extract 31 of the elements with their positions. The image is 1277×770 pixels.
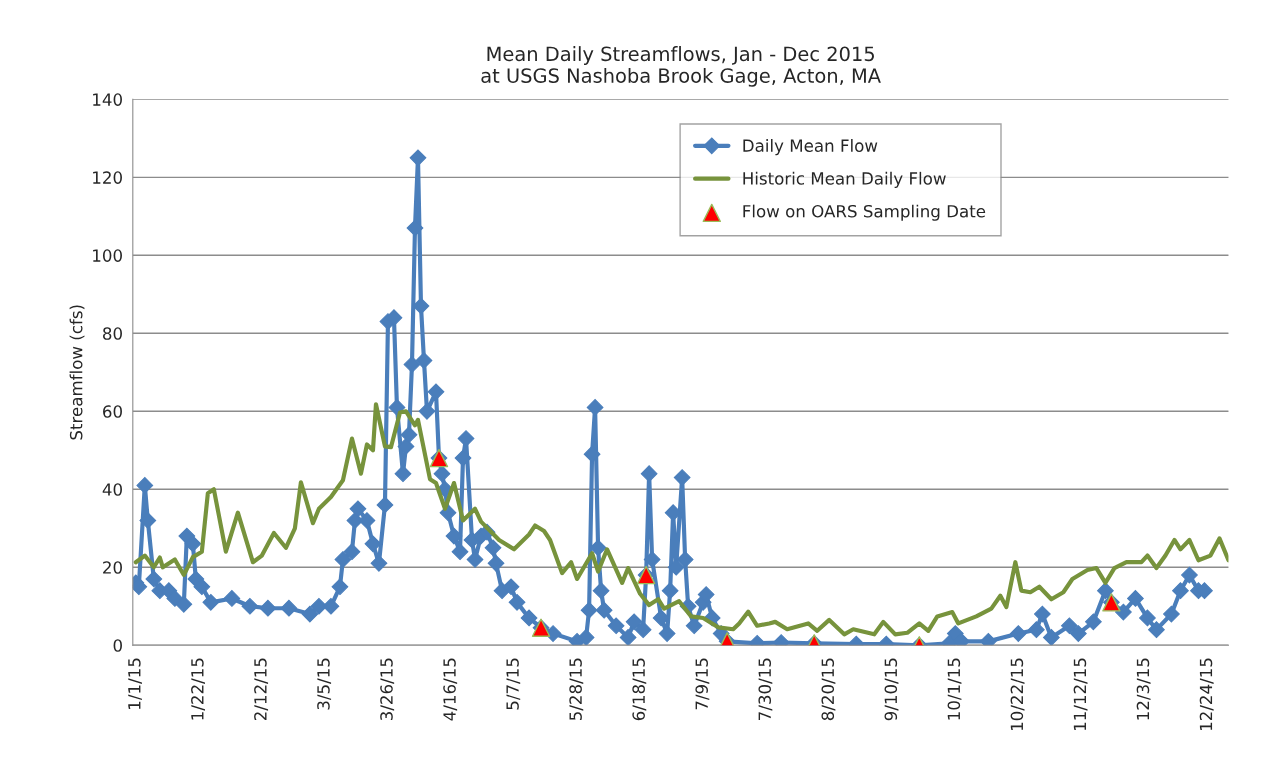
x-tick-label: 9/10/15: [884, 658, 899, 721]
x-tick-label: 12/24/15: [1199, 658, 1214, 731]
x-tick-label: 11/12/15: [1073, 658, 1088, 731]
x-tick-label: 5/7/15: [506, 658, 521, 710]
legend-label: Daily Mean Flow: [743, 139, 878, 156]
x-tick-label: 3/26/15: [380, 658, 395, 721]
legend-label: Historic Mean Daily Flow: [743, 171, 946, 188]
x-tick-label: 1/1/15: [128, 658, 142, 709]
x-tick-label: 7/30/15: [758, 658, 773, 720]
x-tick-label: 2/12/15: [254, 658, 269, 721]
x-tick-label: 7/9/15: [695, 658, 710, 710]
x-tick-label: 10/1/15: [947, 658, 962, 720]
x-tick-label: 1/22/15: [191, 658, 205, 720]
y-tick-label: 40: [102, 483, 122, 496]
x-tick-label: 4/16/15: [443, 658, 458, 721]
y-tick-label: 60: [103, 405, 122, 418]
x-tick-label: 12/3/15: [1136, 658, 1151, 720]
y-tick-label: 120: [93, 171, 122, 184]
x-tick-label: 8/20/15: [821, 658, 836, 721]
y-tick-label: 80: [103, 327, 122, 340]
y-tick-label: 20: [103, 561, 122, 574]
x-tick-label: 6/18/15: [632, 658, 647, 721]
x-tick-label: 5/28/15: [569, 658, 584, 721]
x-tick-label: 10/22/15: [1010, 658, 1025, 731]
legend-label: Flow on OARS Sampling Date: [743, 204, 986, 221]
y-axis-title: Streamflow (cfs): [69, 305, 85, 440]
chart-title: Mean Daily Streamflows, Jan - Dec 2015 at USGS Nashoba Brook Gage, Acton, MA: [481, 46, 881, 87]
y-tick-label: 0: [113, 639, 122, 652]
y-tick-label: 140: [93, 93, 122, 106]
y-tick-label: 100: [93, 249, 122, 262]
x-tick-label: 3/5/15: [317, 658, 332, 710]
